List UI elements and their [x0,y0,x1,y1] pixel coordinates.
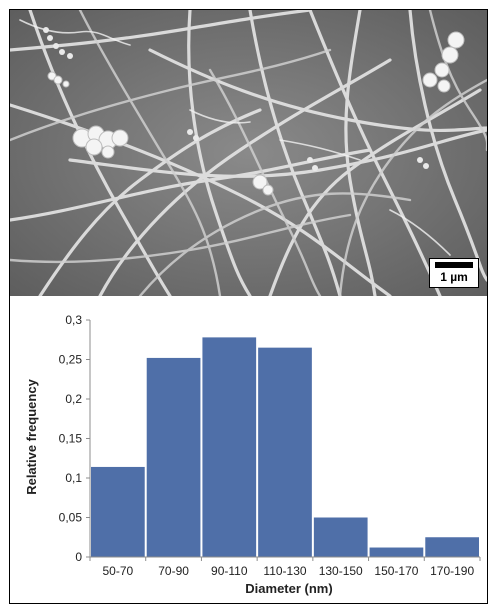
x-tick-labels: 50-70 70-90 90-110 110-130 130-150 150-170 170… [89,557,481,578]
y-tick-labels: 0 0,05 0,1 0,15 0,2 0,25 0,3 [59,313,90,564]
x-tick-label: 70-90 [158,564,189,578]
y-axis-label: Relative frequency [24,378,39,494]
x-tick-label: 50-70 [103,564,134,578]
x-tick-label: 170-190 [430,564,474,578]
x-tick-label: 110-130 [263,564,306,578]
x-tick-label: 150-170 [374,564,418,578]
x-tick-label: 130-150 [319,564,363,578]
bar-130-150 [313,517,368,557]
scale-bar: 1 µm [429,258,479,288]
scale-bar-label: 1 µm [440,270,468,284]
bar-150-170 [369,547,424,557]
y-tick-label: 0,05 [59,511,83,525]
y-tick-label: 0,25 [59,353,83,367]
bar-110-130 [258,347,312,557]
sem-micrograph: 1 µm [10,10,487,296]
bar-170-190 [425,537,479,557]
bar-70-90 [146,357,201,557]
figure-frame: 1 µm 0 0,05 0,1 0,15 0,2 0,25 0,3 50-70 70-90 90… [9,9,488,604]
x-axis-label: Diameter (nm) [245,581,332,596]
x-tick-label: 90-110 [211,564,248,578]
histogram-chart: 0 0,05 0,1 0,15 0,2 0,25 0,3 50-70 70-90 90-110 1… [10,296,487,603]
y-tick-label: 0,2 [65,392,82,406]
y-tick-label: 0,1 [65,471,82,485]
y-tick-label: 0,3 [65,313,82,327]
histogram-svg: 0 0,05 0,1 0,15 0,2 0,25 0,3 50-70 70-90 90-110 1… [24,313,481,596]
bar-90-110 [202,337,257,557]
micrograph-image [10,10,487,296]
y-tick-label: 0 [75,550,82,564]
bar-50-70 [91,466,145,557]
scale-bar-line [435,262,473,268]
bars-layer [91,337,479,557]
y-tick-label: 0,15 [59,432,83,446]
